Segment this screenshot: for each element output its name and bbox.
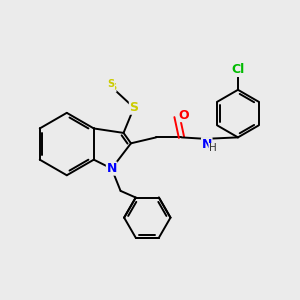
Text: Cl: Cl	[231, 63, 244, 76]
Text: S: S	[107, 80, 115, 89]
Text: N: N	[202, 138, 212, 151]
Text: S: S	[129, 101, 138, 114]
Text: N: N	[106, 162, 117, 175]
Text: S: S	[110, 83, 116, 92]
Text: O: O	[178, 109, 189, 122]
Text: H: H	[209, 143, 217, 153]
